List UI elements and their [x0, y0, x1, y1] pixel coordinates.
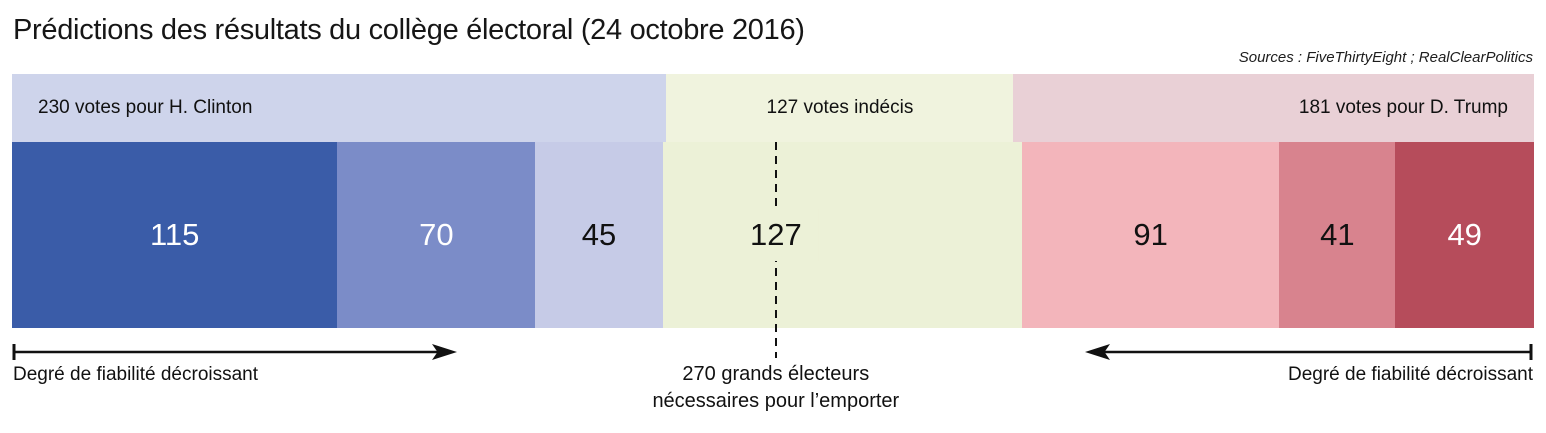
- clinton-band-label: 230 votes pour H. Clinton: [38, 97, 253, 118]
- arrow-right-icon: [12, 344, 457, 360]
- undecided-band-label: 127 votes indécis: [766, 97, 914, 118]
- trump-segment-mid-reliability: 41: [1279, 142, 1396, 328]
- segment-value: 70: [419, 217, 454, 252]
- trump-band: 181 votes pour D. Trump: [1013, 74, 1534, 142]
- segment-value: 115: [149, 217, 200, 252]
- page-title: Prédictions des résultats du collège éle…: [13, 14, 805, 46]
- sources-note: Sources : FiveThirtyEight ; RealClearPol…: [1238, 49, 1533, 66]
- stacked-bar: 115 70 45 91 41 49 127: [12, 142, 1534, 328]
- threshold-note-line2: nécessaires pour l’emporter: [652, 390, 900, 412]
- segment-value: 91: [1133, 217, 1168, 252]
- annotations: Degré de fiabilité décroissant 270 grand…: [12, 328, 1534, 433]
- undecided-band: 127 votes indécis: [666, 74, 1014, 142]
- segment-value: 41: [1320, 217, 1355, 252]
- left-reliability-label: Degré de fiabilité décroissant: [13, 364, 259, 385]
- electoral-college-chart: 230 votes pour H. Clinton 127 votes indé…: [12, 74, 1534, 433]
- threshold-note-line1: 270 grands électeurs: [682, 363, 870, 385]
- header: Prédictions des résultats du collège éle…: [0, 0, 1546, 74]
- trump-segment-high-reliability: 49: [1395, 142, 1534, 328]
- threshold-note: 270 grands électeurs nécessaires pour l’…: [652, 361, 899, 415]
- clinton-segment-high-reliability: 115: [12, 142, 338, 328]
- trump-segment-low-reliability: 91: [1021, 142, 1280, 328]
- clinton-segment-low-reliability: 45: [535, 142, 663, 328]
- arrow-left-icon: [1085, 344, 1533, 360]
- undecided-segment-value: 127: [733, 209, 818, 261]
- trump-band-label: 181 votes pour D. Trump: [1298, 97, 1508, 118]
- group-label-bands: 230 votes pour H. Clinton 127 votes indé…: [12, 74, 1534, 142]
- clinton-segment-mid-reliability: 70: [337, 142, 536, 328]
- right-reliability-label: Degré de fiabilité décroissant: [1287, 364, 1533, 385]
- undecided-segment: [662, 142, 1022, 328]
- segment-value: 49: [1447, 217, 1482, 252]
- clinton-band: 230 votes pour H. Clinton: [12, 74, 667, 142]
- segment-value: 45: [581, 217, 617, 252]
